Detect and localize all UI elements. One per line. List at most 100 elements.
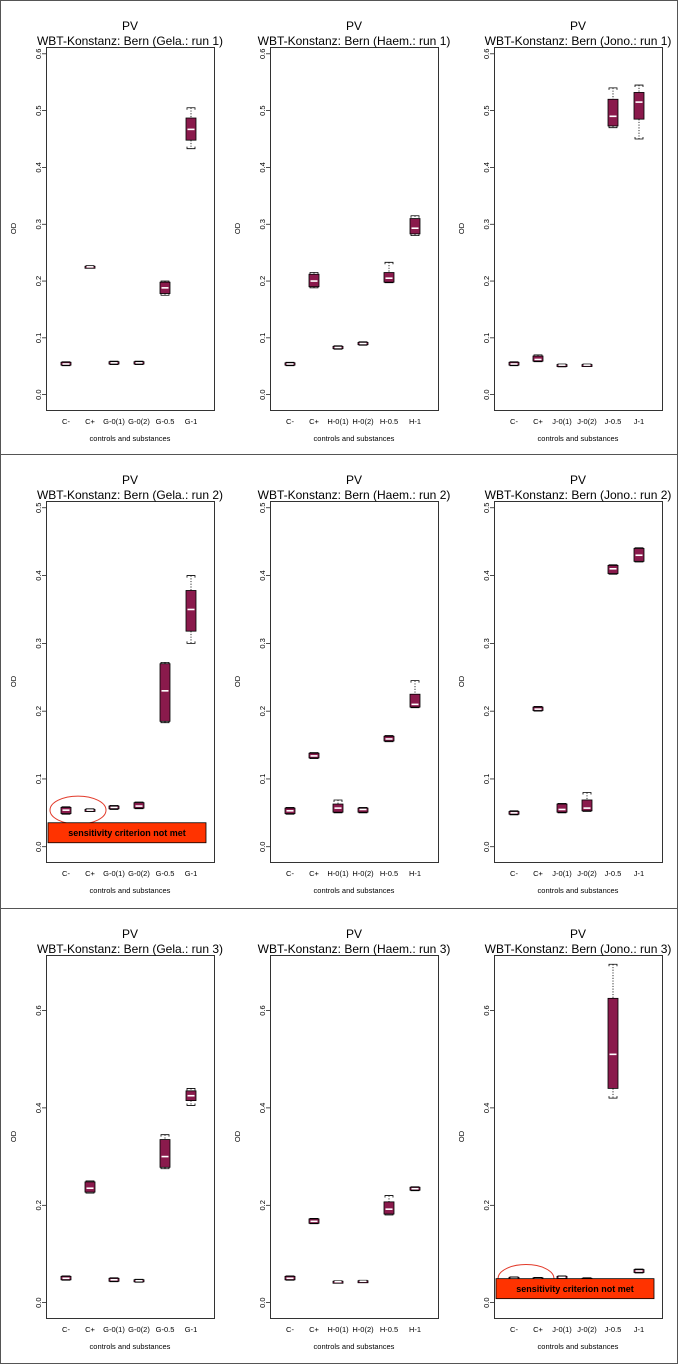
- y-tick-label: 0.4: [34, 1103, 43, 1113]
- y-tick-label: 0.4: [34, 570, 43, 580]
- y-tick-label: 0.3: [258, 638, 267, 648]
- box-G-0(1): [108, 804, 120, 810]
- box-H-0(1): [332, 345, 344, 350]
- box-body: [607, 997, 619, 1089]
- y-tick-label: 0.6: [482, 49, 491, 59]
- x-tick-label: J-0(2): [577, 869, 597, 878]
- plot-frame: [494, 47, 663, 411]
- whisker-cap-lower: [410, 233, 420, 237]
- x-tick-label: H-1: [409, 869, 421, 878]
- y-axis-label: OD: [457, 1130, 466, 1142]
- y-tick-label: 0.0: [482, 1297, 491, 1307]
- box-G-0(1): [108, 360, 120, 365]
- x-tick-label: H-0(2): [352, 1325, 374, 1334]
- y-tick-label: 0.4: [34, 162, 43, 172]
- x-tick-label: J-1: [634, 1325, 644, 1334]
- y-tick-label: 0.2: [258, 276, 267, 286]
- y-axis-label: OD: [233, 675, 242, 687]
- x-axis-label: controls and substances: [90, 1342, 171, 1351]
- x-tick-label: C-: [510, 1325, 518, 1334]
- whisker-cap-lower: [160, 1166, 170, 1170]
- y-tick-label: 0.6: [34, 49, 43, 59]
- box-G-0.5: [159, 661, 171, 724]
- x-axis-label: controls and substances: [538, 886, 619, 895]
- x-tick-label: G-1: [185, 1325, 198, 1334]
- y-tick-label: 0.5: [34, 105, 43, 115]
- x-tick-label: C+: [85, 869, 95, 878]
- chart-title: PV: [122, 19, 138, 33]
- box-body: [159, 663, 171, 722]
- x-tick-label: H-1: [409, 1325, 421, 1334]
- y-tick-label: 0.1: [482, 774, 491, 784]
- x-tick-label: J-0(1): [552, 869, 572, 878]
- box-G-1: [185, 107, 197, 150]
- whisker-cap-upper: [309, 272, 319, 275]
- box-G-0(1): [108, 1277, 120, 1283]
- x-tick-label: C+: [85, 1325, 95, 1334]
- box-C+: [84, 265, 96, 269]
- box-body: [84, 1181, 96, 1193]
- x-tick-label: J-0(1): [552, 417, 572, 426]
- x-tick-label: C+: [85, 417, 95, 426]
- y-tick-label: 0.1: [34, 333, 43, 343]
- y-tick-label: 0.5: [482, 503, 491, 513]
- y-axis-label: OD: [457, 222, 466, 234]
- plot-frame: [494, 955, 663, 1319]
- y-axis-label: OD: [9, 222, 18, 234]
- chart-subtitle: WBT-Konstanz: Bern (Haem.: run 2): [258, 488, 451, 502]
- y-tick-label: 0.1: [482, 333, 491, 343]
- whisker-cap-lower: [634, 137, 644, 140]
- x-tick-label: J-1: [634, 417, 644, 426]
- chart-title: PV: [346, 19, 362, 33]
- box-G-0(2): [133, 801, 145, 810]
- x-tick-label: J-1: [634, 869, 644, 878]
- whisker-cap-lower: [160, 293, 170, 296]
- box-J-1: [633, 1268, 645, 1274]
- box-H-0(2): [357, 1279, 369, 1284]
- chart-subtitle: WBT-Konstanz: Bern (Gela.: run 1): [37, 34, 223, 48]
- y-tick-label: 0.0: [258, 842, 267, 852]
- x-tick-label: G-0(2): [128, 417, 150, 426]
- box-body: [581, 799, 593, 812]
- box-C+: [308, 1218, 320, 1225]
- y-axis-label: OD: [457, 675, 466, 687]
- x-tick-label: C-: [62, 869, 70, 878]
- whisker-cap-upper: [384, 1195, 394, 1198]
- y-tick-label: 0.4: [482, 570, 491, 580]
- y-tick-label: 0.1: [258, 774, 267, 784]
- box-H-0.5: [383, 735, 395, 743]
- x-tick-label: H-0(1): [327, 869, 349, 878]
- y-tick-label: 0.2: [34, 706, 43, 716]
- chart-subtitle: WBT-Konstanz: Bern (Jono.: run 2): [485, 488, 672, 502]
- x-tick-label: C-: [286, 417, 294, 426]
- x-axis-label: controls and substances: [538, 1342, 619, 1351]
- box-H-0.5: [383, 261, 395, 284]
- plot-frame: [46, 47, 215, 411]
- whisker-cap-lower: [608, 125, 618, 129]
- whisker-cap-upper: [608, 87, 618, 90]
- x-axis-label: controls and substances: [90, 434, 171, 443]
- y-tick-label: 0.2: [34, 276, 43, 286]
- box-body: [159, 1139, 171, 1168]
- x-tick-label: H-0(2): [352, 417, 374, 426]
- x-tick-label: H-0(1): [327, 1325, 349, 1334]
- y-tick-label: 0.5: [34, 503, 43, 513]
- chart-subtitle: WBT-Konstanz: Bern (Gela.: run 3): [37, 942, 223, 956]
- x-axis-label: controls and substances: [314, 1342, 395, 1351]
- x-axis-label: controls and substances: [538, 434, 619, 443]
- chart-subtitle: WBT-Konstanz: Bern (Jono.: run 3): [485, 942, 672, 956]
- x-tick-label: J-0.5: [605, 1325, 622, 1334]
- box-J-0.5: [607, 963, 619, 1099]
- x-tick-label: C+: [533, 869, 543, 878]
- x-tick-label: C-: [286, 869, 294, 878]
- box-H-1: [409, 215, 421, 237]
- x-tick-label: G-1: [185, 869, 198, 878]
- x-tick-label: C-: [62, 1325, 70, 1334]
- whisker-cap-upper: [608, 963, 618, 967]
- x-axis-label: controls and substances: [314, 434, 395, 443]
- whisker-cap-lower: [186, 641, 196, 644]
- x-tick-label: H-0(2): [352, 869, 374, 878]
- plot-frame: [270, 47, 439, 411]
- whisker-cap-upper: [384, 261, 394, 265]
